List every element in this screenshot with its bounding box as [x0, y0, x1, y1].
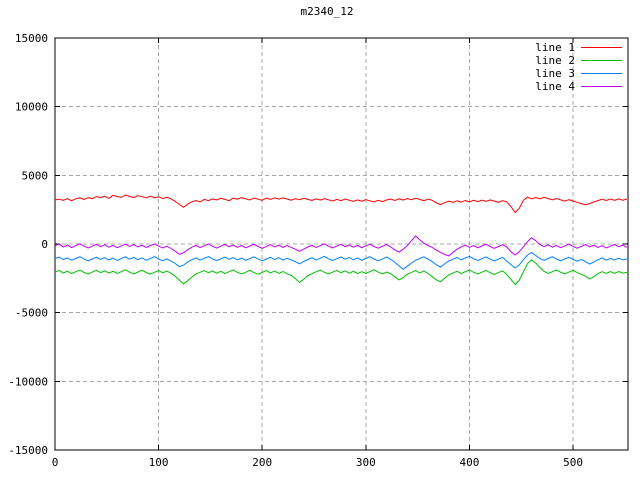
y-tick-label: 10000 — [15, 101, 48, 114]
x-tick-label: 400 — [460, 456, 480, 469]
legend-sample-line1 — [581, 47, 622, 48]
chart-title: m2340_12 — [300, 5, 354, 18]
legend-sample-line2 — [581, 60, 622, 61]
series-line-2 — [54, 259, 628, 286]
legend-label: line 1 — [535, 41, 575, 54]
legend-item: line 2 — [535, 54, 622, 67]
x-tick-label: 300 — [356, 456, 376, 469]
y-tick-label: 0 — [41, 238, 48, 251]
legend-sample-line4 — [581, 86, 622, 87]
legend-item: line 1 — [535, 41, 622, 54]
legend-label: line 4 — [535, 80, 575, 93]
x-tick-label: 200 — [252, 456, 272, 469]
legend-item: line 3 — [535, 67, 622, 80]
y-tick-label: 5000 — [22, 169, 49, 182]
legend: line 1 line 2 line 3 line 4 — [535, 41, 622, 93]
x-tick-label: 500 — [563, 456, 583, 469]
series-line-1 — [54, 194, 628, 214]
y-tick-label: 15000 — [15, 32, 48, 45]
legend-label: line 3 — [535, 67, 575, 80]
y-tick-label: -15000 — [8, 444, 48, 457]
legend-item: line 4 — [535, 80, 622, 93]
x-tick-label: 100 — [149, 456, 169, 469]
series-line-4 — [54, 235, 628, 257]
x-tick-label: 0 — [52, 456, 59, 469]
legend-label: line 2 — [535, 54, 575, 67]
series-line-3 — [54, 251, 628, 270]
y-tick-label: -10000 — [8, 375, 48, 388]
legend-sample-line3 — [581, 73, 622, 74]
y-tick-label: -5000 — [15, 307, 48, 320]
